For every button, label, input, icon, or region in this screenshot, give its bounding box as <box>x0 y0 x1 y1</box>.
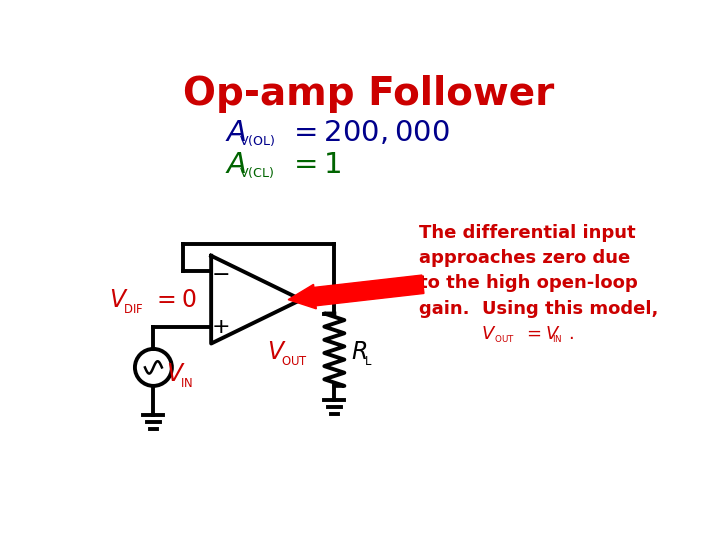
Text: $_{\rm OUT}$: $_{\rm OUT}$ <box>282 350 308 368</box>
Text: $V$: $V$ <box>109 288 128 312</box>
Text: $A$: $A$ <box>225 119 246 146</box>
Text: $_{\rm IN}$: $_{\rm IN}$ <box>552 333 562 346</box>
Text: $V$: $V$ <box>166 362 186 386</box>
Text: $= V$: $= V$ <box>523 325 560 343</box>
Text: $_{\rm DIF}$: $_{\rm DIF}$ <box>122 298 143 315</box>
Text: $_{\rm V(OL)}$: $_{\rm V(OL)}$ <box>239 130 275 148</box>
Text: $A$: $A$ <box>225 151 246 179</box>
Text: The differential input: The differential input <box>419 224 636 242</box>
Text: $V$: $V$ <box>481 325 496 343</box>
Text: approaches zero due: approaches zero due <box>419 249 630 267</box>
Text: $V$: $V$ <box>267 340 287 364</box>
Text: $= 1$: $= 1$ <box>288 151 342 179</box>
Text: $_{\rm L}$: $_{\rm L}$ <box>364 350 372 368</box>
Text: to the high open-loop: to the high open-loop <box>419 274 638 293</box>
FancyArrow shape <box>288 275 424 309</box>
Text: $= 0$: $= 0$ <box>152 288 197 312</box>
Text: $_{\rm V(CL)}$: $_{\rm V(CL)}$ <box>239 162 274 180</box>
Text: $= 200,000$: $= 200,000$ <box>288 119 450 146</box>
Text: $-$: $-$ <box>211 262 230 283</box>
Text: $R$: $R$ <box>351 340 366 364</box>
Text: $_{\rm OUT}$: $_{\rm OUT}$ <box>494 333 514 346</box>
Text: Op-amp Follower: Op-amp Follower <box>184 75 554 113</box>
Text: gain.  Using this model,: gain. Using this model, <box>419 300 658 318</box>
Text: $_{\rm IN}$: $_{\rm IN}$ <box>180 372 194 390</box>
Text: $.$: $.$ <box>567 325 573 343</box>
Text: $+$: $+$ <box>211 316 230 336</box>
